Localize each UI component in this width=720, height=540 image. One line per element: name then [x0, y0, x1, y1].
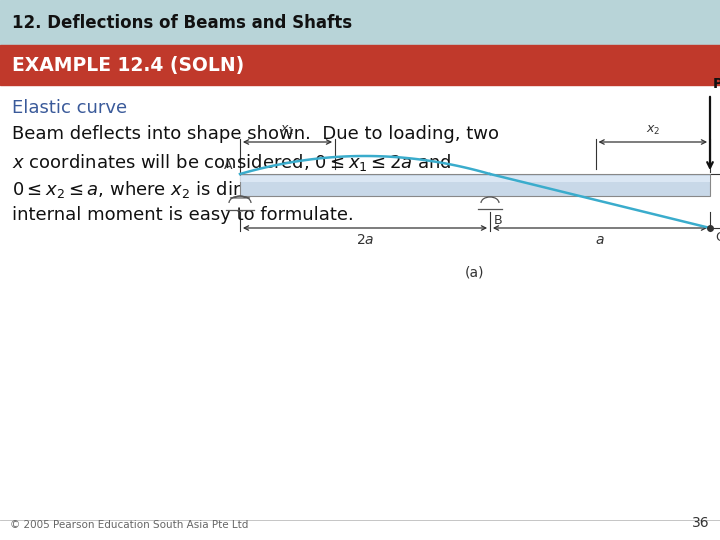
- Text: EXAMPLE 12.4 (SOLN): EXAMPLE 12.4 (SOLN): [12, 56, 244, 75]
- Text: C: C: [715, 231, 720, 244]
- Text: $x_2$: $x_2$: [646, 124, 660, 137]
- Text: $x$ coordinates will be considered, $0 \leq x_1 \leq 2a$ and: $x$ coordinates will be considered, $0 \…: [12, 152, 451, 173]
- Text: P: P: [713, 77, 720, 91]
- Text: $a$: $a$: [595, 233, 605, 247]
- Bar: [240, 176, 710, 182]
- Text: © 2005 Pearson Education South Asia Pte Ltd: © 2005 Pearson Education South Asia Pte …: [10, 520, 248, 530]
- Text: $0 \leq x_2 \leq a$, where $x_2$ is directed to the left from $C$ since: $0 \leq x_2 \leq a$, where $x_2$ is dire…: [12, 179, 504, 200]
- Text: Elastic curve: Elastic curve: [12, 99, 127, 117]
- Bar: [240, 174, 710, 196]
- Text: B: B: [494, 214, 503, 227]
- Text: Beam deflects into shape shown.  Due to loading, two: Beam deflects into shape shown. Due to l…: [12, 125, 499, 143]
- Text: A: A: [224, 159, 233, 172]
- Bar: [0, 45, 720, 85]
- Text: $x_1$: $x_1$: [280, 124, 294, 137]
- Text: internal moment is easy to formulate.: internal moment is easy to formulate.: [12, 206, 354, 224]
- Bar: [0, 0, 720, 45]
- Text: (a): (a): [465, 266, 485, 280]
- Text: 12. Deflections of Beams and Shafts: 12. Deflections of Beams and Shafts: [12, 14, 352, 31]
- Text: $2a$: $2a$: [356, 233, 374, 247]
- Polygon shape: [230, 196, 250, 198]
- Text: 36: 36: [693, 516, 710, 530]
